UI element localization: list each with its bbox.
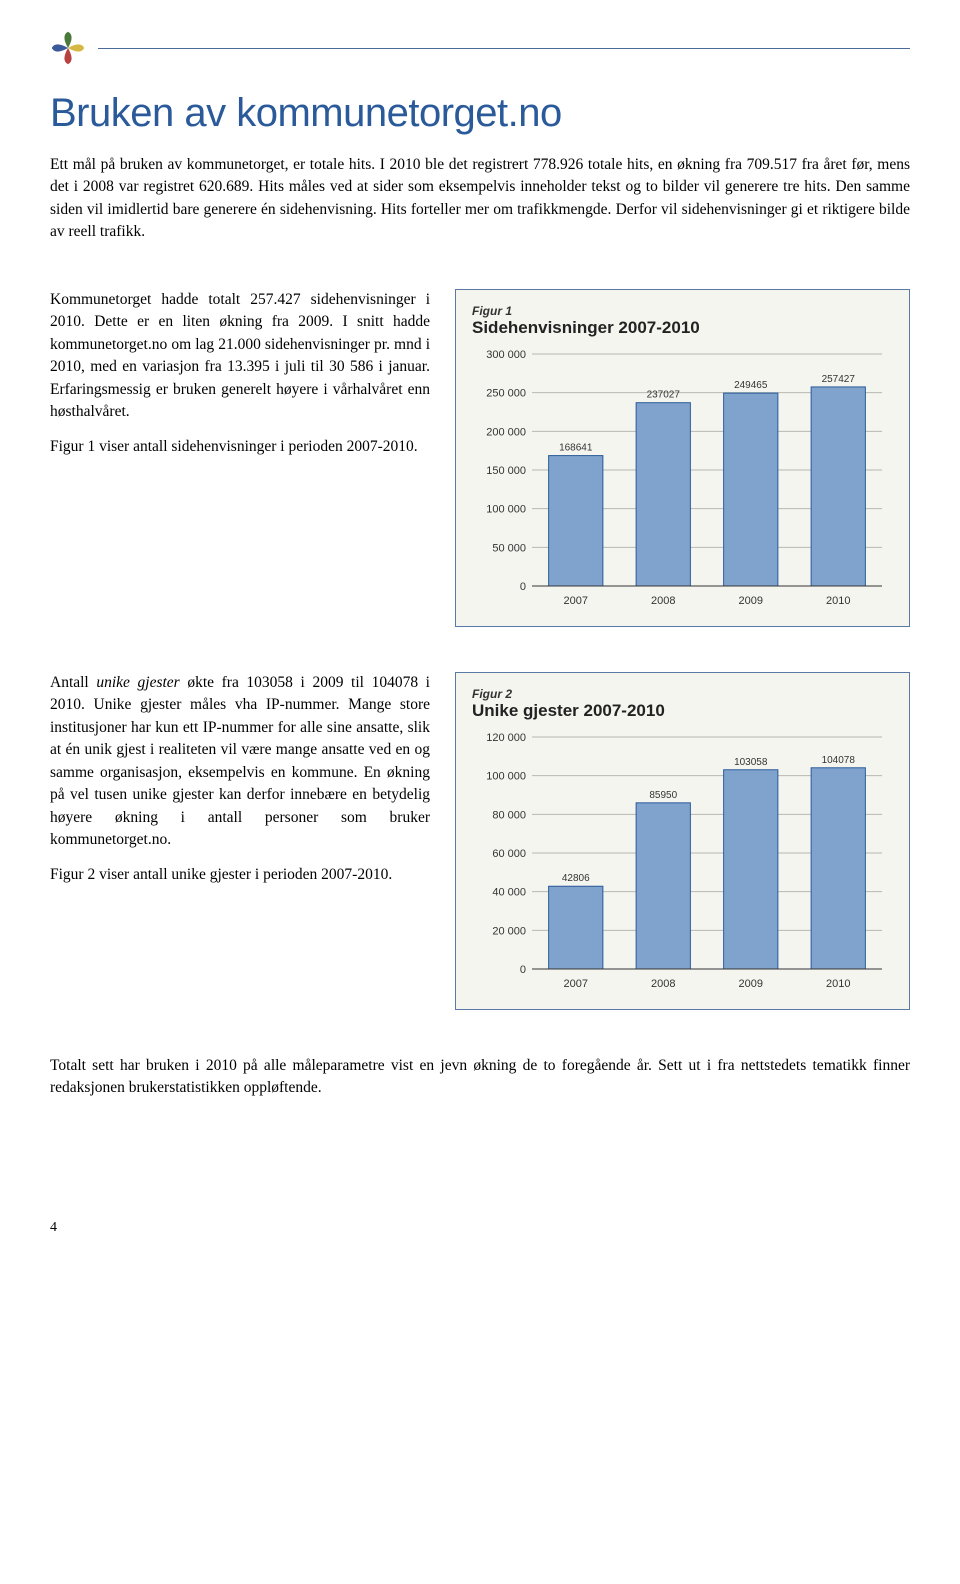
svg-text:104078: 104078 [822, 755, 856, 766]
chart-1-title: Sidehenvisninger 2007-2010 [472, 318, 893, 338]
svg-text:237027: 237027 [647, 390, 681, 401]
section-2-para-1: Antall unike gjester økte fra 103058 i 2… [50, 672, 430, 852]
svg-text:2010: 2010 [826, 595, 850, 607]
svg-text:100 000: 100 000 [486, 771, 526, 783]
header-rule [98, 48, 910, 49]
svg-text:103058: 103058 [734, 757, 768, 768]
header-bar [50, 30, 910, 66]
page-title: Bruken av kommunetorget.no [50, 91, 910, 136]
svg-text:0: 0 [520, 964, 526, 976]
svg-text:0: 0 [520, 581, 526, 593]
section-1: Kommunetorget hadde totalt 257.427 sideh… [50, 289, 910, 627]
section-1-para-2: Figur 1 viser antall sidehenvisninger i … [50, 436, 430, 458]
svg-text:2008: 2008 [651, 978, 675, 990]
svg-text:2009: 2009 [739, 978, 763, 990]
para1-rest: økte fra 103058 i 2009 til 104078 i 2010… [50, 674, 430, 848]
svg-text:40 000: 40 000 [492, 887, 526, 899]
svg-text:2009: 2009 [739, 595, 763, 607]
svg-text:200 000: 200 000 [486, 426, 526, 438]
svg-text:2007: 2007 [564, 595, 588, 607]
page-number: 4 [50, 1220, 910, 1236]
svg-text:120 000: 120 000 [486, 732, 526, 744]
intro-paragraph: Ett mål på bruken av kommunetorget, er t… [50, 154, 910, 244]
section-2-text: Antall unike gjester økte fra 103058 i 2… [50, 672, 430, 898]
svg-text:100 000: 100 000 [486, 504, 526, 516]
svg-text:249465: 249465 [734, 380, 768, 391]
svg-text:80 000: 80 000 [492, 809, 526, 821]
chart-2-fig-label: Figur 2 [472, 687, 893, 701]
section-2-para-2: Figur 2 viser antall unike gjester i per… [50, 864, 430, 886]
chart-2-svg: 0 20 000 40 000 60 000 80 000 100 000 120 000 4… [472, 727, 892, 997]
summary-paragraph: Totalt sett har bruken i 2010 på alle må… [50, 1055, 910, 1100]
svg-text:168641: 168641 [559, 442, 593, 453]
svg-text:257427: 257427 [822, 374, 856, 385]
chart-1-container: Figur 1 Sidehenvisninger 2007-2010 0 50 0… [455, 289, 910, 627]
chart-2-title: Unike gjester 2007-2010 [472, 701, 893, 721]
pinwheel-logo-icon [50, 30, 86, 66]
chart-1-fig-label: Figur 1 [472, 304, 893, 318]
chart-2-container: Figur 2 Unike gjester 2007-2010 0 20 000 4… [455, 672, 910, 1010]
svg-text:42806: 42806 [562, 873, 590, 884]
svg-text:2010: 2010 [826, 978, 850, 990]
svg-text:85950: 85950 [649, 790, 677, 801]
svg-text:300 000: 300 000 [486, 349, 526, 361]
para1-prefix: Antall [50, 674, 96, 691]
svg-text:50 000: 50 000 [492, 542, 526, 554]
svg-text:2007: 2007 [564, 978, 588, 990]
section-2: Antall unike gjester økte fra 103058 i 2… [50, 672, 910, 1010]
svg-text:250 000: 250 000 [486, 388, 526, 400]
section-1-text: Kommunetorget hadde totalt 257.427 sideh… [50, 289, 430, 470]
svg-text:2008: 2008 [651, 595, 675, 607]
section-1-para-1: Kommunetorget hadde totalt 257.427 sideh… [50, 289, 430, 424]
para1-em: unike gjester [96, 674, 179, 691]
svg-text:150 000: 150 000 [486, 465, 526, 477]
chart-1-svg: 0 50 000 100 000 150 000 200 000 250 000 300 0… [472, 344, 892, 614]
svg-text:60 000: 60 000 [492, 848, 526, 860]
svg-text:20 000: 20 000 [492, 925, 526, 937]
